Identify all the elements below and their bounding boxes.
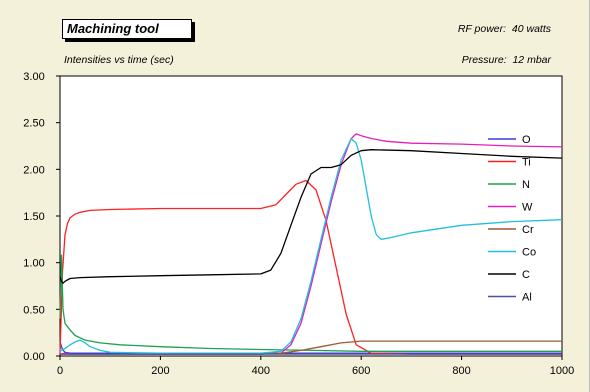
y-tick-label: 2.00 [23, 164, 44, 176]
chart-subtitle: Intensities vs time (sec) [64, 54, 174, 66]
y-tick-label: 0.00 [23, 351, 44, 363]
legend-label-n: N [522, 179, 530, 191]
y-tick-label: 1.00 [23, 258, 44, 270]
legend-label-w: W [522, 202, 533, 214]
chart-title: Machining tool [62, 19, 192, 39]
series-line-n [59, 254, 562, 352]
rf-power-label: RF power: 40 watts [457, 23, 551, 35]
series-line-c [59, 149, 563, 284]
x-tick-label: 1000 [550, 365, 574, 377]
legend-label-co: Co [522, 247, 536, 259]
legend-label-o: O [522, 134, 531, 146]
legend-label-al: Al [522, 292, 532, 304]
x-tick-label: 400 [252, 365, 270, 377]
legend-label-cr: Cr [522, 224, 534, 236]
legend-label-ti: Ti [522, 157, 531, 169]
x-tick-label: 0 [57, 365, 63, 377]
x-tick-label: 800 [452, 365, 470, 377]
y-tick-label: 0.50 [23, 304, 44, 316]
legend-label-c: C [522, 269, 530, 281]
pressure-label: Pressure: 12 mbar [461, 54, 551, 66]
y-tick-label: 2.50 [23, 118, 44, 130]
x-tick-label: 200 [151, 365, 169, 377]
plot-area [59, 75, 563, 357]
series-line-co [59, 137, 563, 354]
y-tick-label: 1.50 [23, 211, 44, 223]
series-line-ti [59, 179, 562, 355]
x-tick-label: 600 [352, 365, 370, 377]
y-tick-label: 3.00 [23, 71, 44, 83]
